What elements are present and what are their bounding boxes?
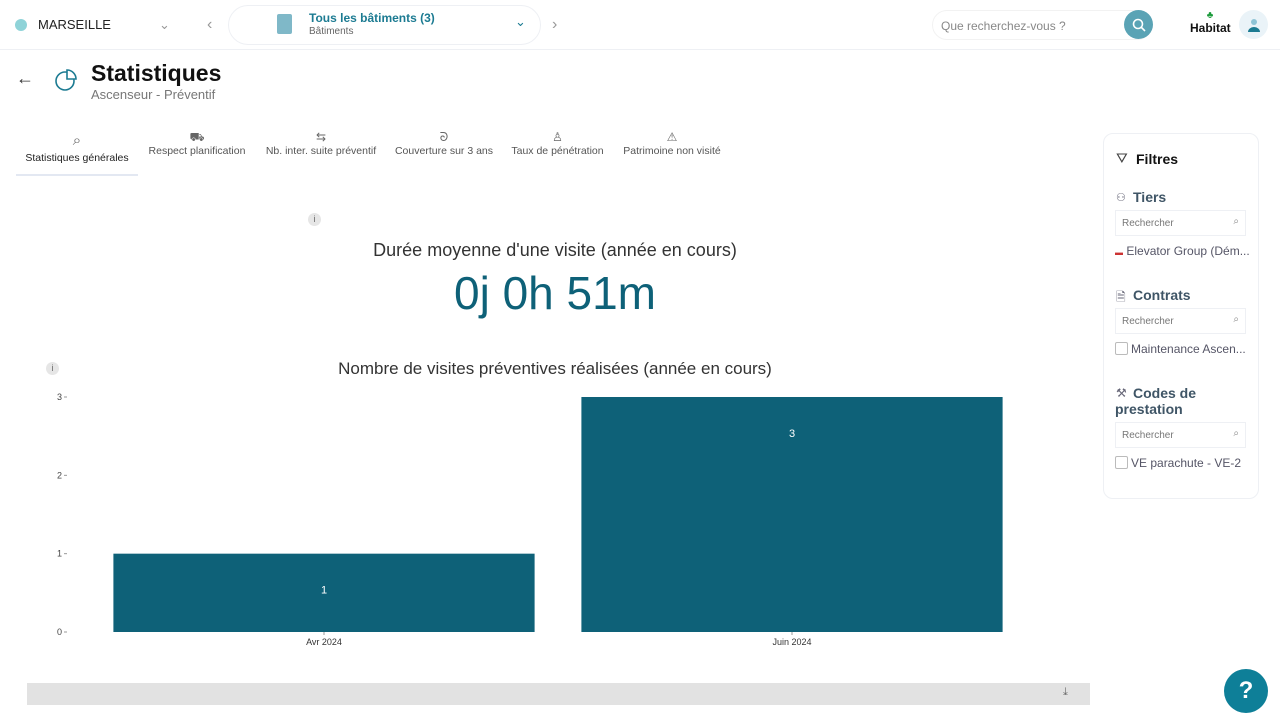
pie-chart-icon: [55, 69, 77, 91]
help-button[interactable]: ?: [1224, 669, 1268, 713]
page-title: Statistiques: [91, 60, 222, 86]
bar[interactable]: [113, 553, 535, 632]
person-icon: ♙: [552, 130, 563, 144]
y-tick-label: 3: [57, 392, 62, 402]
search-icon: ⌕: [1233, 216, 1239, 227]
tab-respect-planification[interactable]: ⛟ Respect planification: [145, 130, 249, 157]
y-tick-label: 0: [57, 627, 62, 637]
tab-taux-penetration[interactable]: ♙ Taux de pénétration: [508, 130, 607, 157]
site-status-dot: [15, 19, 27, 31]
kpi-value: 0j 0h 51m: [453, 267, 656, 319]
tab-couverture[interactable]: ᘐ Couverture sur 3 ans: [394, 130, 494, 157]
logo: ♣ Habitat: [1190, 10, 1231, 35]
chart-footer-bar: [27, 683, 1090, 705]
site-selector[interactable]: MARSEILLE: [38, 17, 111, 32]
arrows-icon: ⇆: [315, 130, 327, 144]
building-icon: [277, 14, 292, 34]
truck-icon: ⛟: [189, 130, 205, 144]
page-subtitle: Ascenseur - Préventif: [91, 87, 216, 102]
warning-icon: ⚠: [666, 130, 678, 144]
filter-section-title: Tiers: [1133, 189, 1167, 205]
filters-title: Filtres: [1136, 151, 1179, 167]
contrats-search-input[interactable]: Rechercher ⌕: [1115, 308, 1246, 334]
bar-value-label: 3: [789, 428, 795, 440]
tiers-logo-icon: ▬: [1115, 248, 1123, 257]
chevron-right-icon[interactable]: ›: [552, 16, 558, 33]
bar[interactable]: [581, 397, 1003, 632]
user-avatar[interactable]: [1239, 10, 1268, 39]
tools-icon: ⚒: [1116, 386, 1127, 400]
user-icon: [1247, 18, 1260, 32]
funnel-icon: ⛛: [1116, 150, 1128, 166]
search-icon: ⌕: [1233, 314, 1239, 325]
filters-panel: [1103, 133, 1259, 499]
route-icon: ᘐ: [439, 130, 449, 144]
tiers-search-input[interactable]: Rechercher ⌕: [1115, 210, 1246, 236]
chart-title: Nombre de visites préventives réalisées …: [338, 359, 772, 378]
search-icon: [1132, 18, 1146, 32]
search-input[interactable]: Que recherchez-vous ?: [932, 10, 1152, 40]
contrat-item[interactable]: Maintenance Ascen...: [1115, 342, 1246, 356]
filter-section-title: Contrats: [1133, 287, 1191, 303]
tab-patrimoine-non-visite[interactable]: ⚠ Patrimoine non visité: [620, 130, 724, 157]
checkbox[interactable]: [1115, 342, 1128, 355]
building-selector[interactable]: [228, 5, 541, 45]
tab-statistiques-generales[interactable]: ⌕ Statistiques générales: [16, 132, 138, 176]
code-item[interactable]: VE parachute - VE-2: [1115, 456, 1241, 470]
y-tick-label: 2: [57, 470, 62, 480]
tiers-item[interactable]: ▬ Elevator Group (Dém...: [1115, 244, 1250, 258]
chart-search-icon: ⌕: [72, 132, 82, 149]
download-icon[interactable]: ⤓: [1063, 686, 1068, 698]
search-icon: ⌕: [1233, 428, 1239, 439]
tab-nb-inter[interactable]: ⇆ Nb. inter. suite préventif: [262, 130, 380, 157]
chevron-down-icon[interactable]: ⌄: [159, 17, 170, 32]
search-button[interactable]: [1124, 10, 1153, 39]
building-subtitle: Bâtiments: [309, 26, 354, 37]
double-chevron-down-icon[interactable]: ⌄: [515, 14, 526, 29]
info-icon[interactable]: i: [46, 362, 59, 375]
checkbox[interactable]: [1115, 456, 1128, 469]
back-arrow-icon[interactable]: ←: [16, 68, 34, 88]
search-placeholder: Que recherchez-vous ?: [941, 19, 1066, 33]
filter-section-title: Codes de prestation: [1115, 385, 1197, 417]
bar-chart: 0 1 2 3 1 Avr 2024 3 Juin 2024: [57, 392, 1003, 647]
top-bar: [0, 0, 1280, 50]
chevron-left-icon[interactable]: ‹: [207, 16, 213, 33]
codes-search-input[interactable]: Rechercher ⌕: [1115, 422, 1246, 448]
info-icon[interactable]: i: [308, 213, 321, 226]
kpi-label: Durée moyenne d'une visite (année en cou…: [373, 240, 737, 260]
document-icon: 🗎: [1116, 290, 1126, 304]
bar-value-label: 1: [321, 585, 327, 597]
y-tick-label: 1: [57, 549, 62, 559]
x-tick-label: Avr 2024: [306, 637, 342, 647]
people-icon: ⚇: [1116, 192, 1126, 204]
x-tick-label: Juin 2024: [772, 637, 811, 647]
building-title: Tous les bâtiments (3): [309, 11, 435, 25]
